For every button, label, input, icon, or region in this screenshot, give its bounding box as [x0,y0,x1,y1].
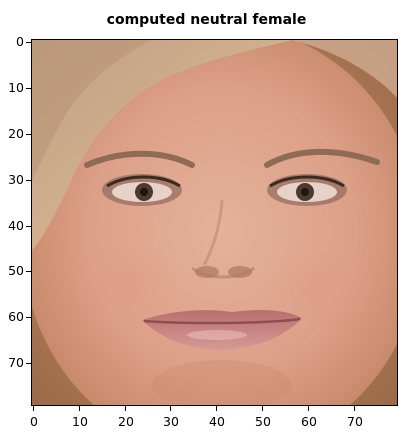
y-tick-label: 10 [8,80,24,95]
y-tick-label: 40 [8,218,24,233]
right-eyebrow [264,148,380,168]
x-tick [354,406,355,411]
x-tick-label: 60 [301,414,317,429]
x-tick-label: 50 [255,414,271,429]
mouth [142,310,302,350]
y-tick [26,88,31,89]
x-tick-label: 10 [72,414,88,429]
y-tick-label: 70 [8,355,24,370]
y-tick [26,42,31,43]
x-tick [125,406,126,411]
nose [191,199,255,279]
image-axes [31,39,398,406]
x-tick [308,406,309,411]
x-tick-label: 40 [209,414,225,429]
x-tick-label: 0 [30,414,38,429]
y-tick [26,271,31,272]
y-tick [26,180,31,181]
y-tick-label: 50 [8,263,24,278]
right-cheek [267,245,377,325]
left-cheek [72,245,182,325]
x-tick [170,406,171,411]
y-tick [26,317,31,318]
hair [32,40,292,250]
x-tick-label: 30 [163,414,179,429]
left-eyebrow [84,150,195,168]
x-tick [33,406,34,411]
x-tick [262,406,263,411]
x-tick-label: 20 [118,414,134,429]
right-eye [267,174,347,206]
x-tick [216,406,217,411]
y-tick-label: 30 [8,172,24,187]
y-tick [26,134,31,135]
x-tick-label: 70 [347,414,363,429]
chin [152,360,292,405]
left-eye [102,174,182,206]
y-tick [26,226,31,227]
face-image [32,40,397,405]
y-tick-label: 60 [8,309,24,324]
y-tick-label: 0 [16,34,24,49]
x-tick [79,406,80,411]
y-tick [26,363,31,364]
figure-title: computed neutral female [106,12,307,28]
y-tick-label: 20 [8,126,24,141]
